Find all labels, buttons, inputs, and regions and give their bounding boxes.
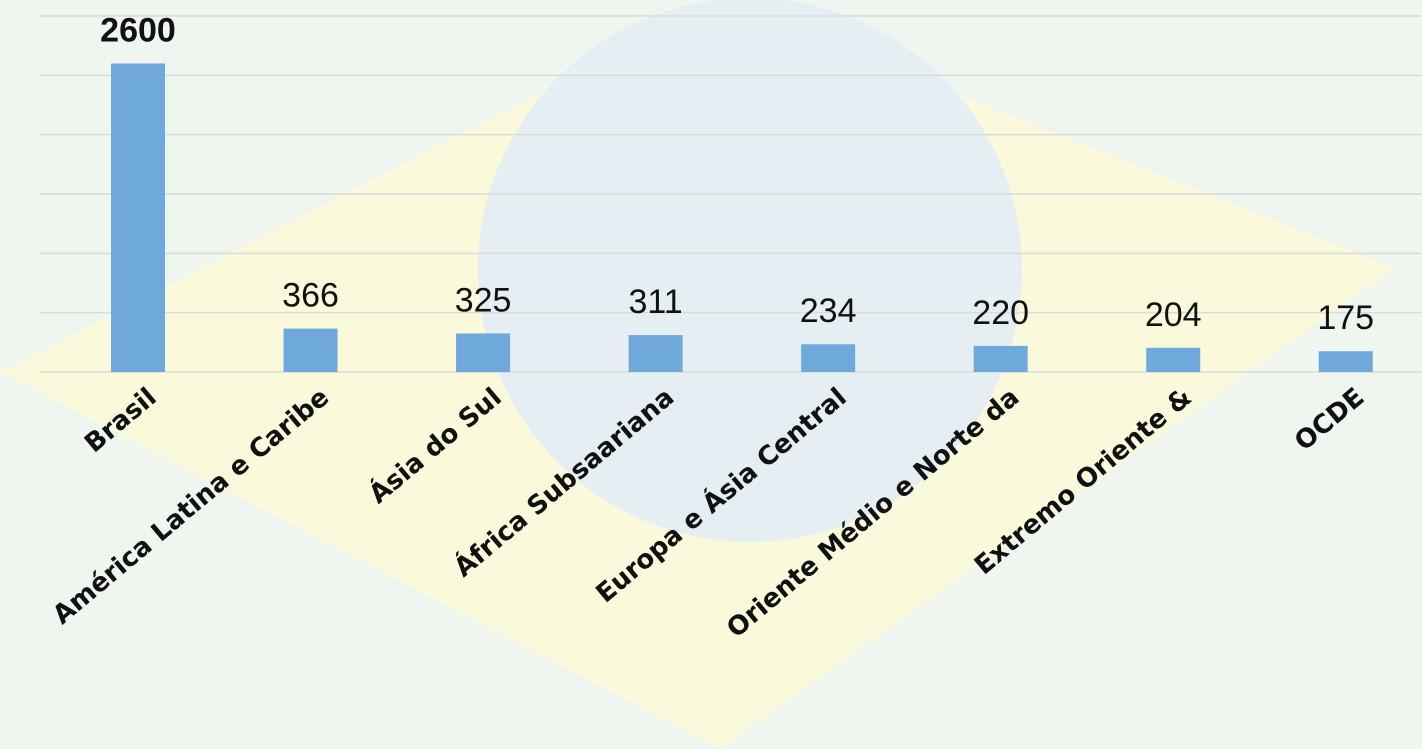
bar <box>801 344 856 372</box>
value-label: 366 <box>282 277 339 315</box>
value-label: 234 <box>800 292 857 330</box>
bar <box>1318 351 1373 372</box>
value-label: 220 <box>972 294 1029 332</box>
bar <box>1146 347 1201 372</box>
value-label: 311 <box>628 283 682 321</box>
bar <box>973 345 1028 372</box>
bar <box>628 335 683 372</box>
bar <box>283 328 338 372</box>
value-label: 325 <box>455 281 512 319</box>
value-label: 2600 <box>100 11 176 49</box>
bar <box>456 333 511 372</box>
bar <box>111 63 165 372</box>
value-label: 204 <box>1145 296 1202 334</box>
value-label: 175 <box>1317 299 1374 337</box>
